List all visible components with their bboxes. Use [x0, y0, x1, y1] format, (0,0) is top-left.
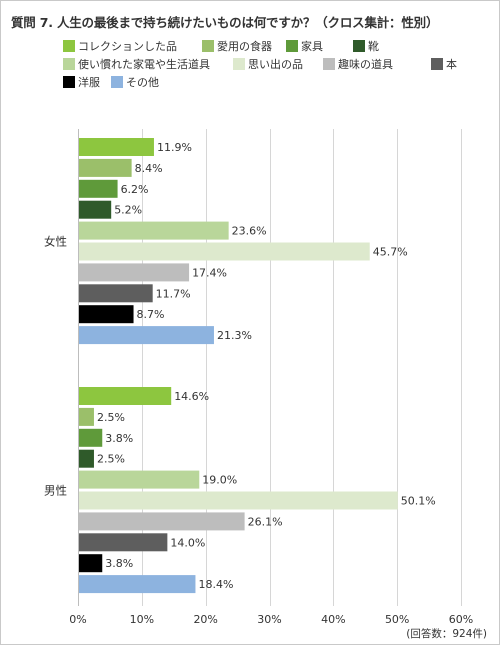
bar [79, 242, 370, 261]
legend-label: 洋服 [78, 76, 100, 89]
bar-value-label: 3.8% [105, 432, 133, 445]
bar-value-label: 5.2% [114, 204, 142, 217]
bar [79, 179, 118, 198]
bar-value-label: 8.4% [135, 162, 163, 175]
legend-item: 靴 [353, 39, 379, 53]
bar-value-label: 23.6% [232, 225, 267, 238]
legend-swatch [63, 76, 75, 88]
legend-swatch [202, 40, 214, 52]
legend-item: コレクションした品 [63, 39, 177, 53]
legend-label: 愛用の食器 [217, 40, 272, 53]
response-count-note: (回答数：924件) [406, 627, 487, 640]
bar-value-label: 19.0% [202, 474, 237, 487]
x-tick-label: 40% [321, 613, 345, 626]
legend-item: 使い慣れた家電や生活道具 [63, 57, 210, 71]
bar [79, 138, 154, 156]
bar-value-label: 50.1% [401, 495, 436, 508]
legend-label: 使い慣れた家電や生活道具 [78, 58, 210, 71]
legend-swatch [353, 40, 365, 52]
legend-label: コレクションした品 [78, 40, 177, 53]
bar [79, 387, 172, 405]
bar [79, 470, 200, 489]
category-label: 男性 [44, 484, 67, 498]
bar-value-label: 14.6% [174, 390, 209, 403]
legend-swatch [63, 40, 75, 52]
bar [79, 512, 245, 531]
x-tick-label: 50% [385, 613, 409, 626]
x-tick-label: 10% [130, 613, 154, 626]
legend-item: その他 [111, 75, 159, 89]
bar [79, 263, 190, 282]
x-tick-label: 60% [449, 613, 473, 626]
bar [79, 407, 94, 426]
legend-label: 趣味の道具 [338, 58, 393, 71]
bar-value-label: 18.4% [198, 578, 233, 591]
x-tick-label: 20% [193, 613, 217, 626]
legend-swatch [323, 58, 335, 70]
legend-item: 愛用の食器 [202, 39, 272, 53]
bar-value-label: 26.1% [248, 515, 283, 528]
bar-value-label: 3.8% [105, 557, 133, 570]
legend-swatch [63, 58, 75, 70]
x-tick-label: 0% [69, 613, 86, 626]
bar [79, 326, 214, 345]
bar [79, 575, 196, 594]
bar [79, 158, 132, 177]
bar [79, 305, 134, 324]
bar [79, 200, 112, 219]
legend-label: 靴 [368, 40, 379, 53]
bar-value-label: 8.7% [137, 308, 165, 321]
bar-value-label: 17.4% [192, 266, 227, 279]
bar [79, 284, 153, 303]
legend-item: 家具 [286, 39, 323, 53]
legend-label: その他 [126, 76, 159, 89]
chart-title: 質問 7. 人生の最後まで持ち続けたいものは何ですか？（クロス集計：性別） [11, 15, 439, 30]
bar-value-label: 2.5% [97, 411, 125, 424]
legend-item: 洋服 [63, 75, 100, 89]
bar [79, 449, 94, 468]
bar [79, 491, 398, 510]
bar-value-label: 21.3% [217, 329, 252, 342]
legend-swatch [431, 58, 443, 70]
legend-swatch [111, 76, 123, 88]
category-label: 女性 [44, 235, 67, 249]
bar-value-label: 11.9% [157, 141, 192, 154]
bar [79, 554, 103, 573]
legend-item: 本 [431, 57, 457, 71]
bar-value-label: 14.0% [170, 536, 205, 549]
legend-item: 趣味の道具 [323, 57, 393, 71]
bar-value-label: 45.7% [373, 246, 408, 259]
legend-swatch [233, 58, 245, 70]
legend-item: 思い出の品 [233, 57, 303, 71]
legend-label: 家具 [301, 40, 323, 53]
bar-value-label: 11.7% [156, 287, 191, 300]
legend-swatch [286, 40, 298, 52]
bar-value-label: 6.2% [121, 183, 149, 196]
bar-value-label: 2.5% [97, 453, 125, 466]
legend-label: 思い出の品 [248, 58, 303, 71]
bar [79, 221, 229, 240]
x-tick-label: 30% [257, 613, 281, 626]
bar [79, 533, 168, 552]
legend-label: 本 [446, 58, 457, 71]
bar [79, 428, 103, 447]
